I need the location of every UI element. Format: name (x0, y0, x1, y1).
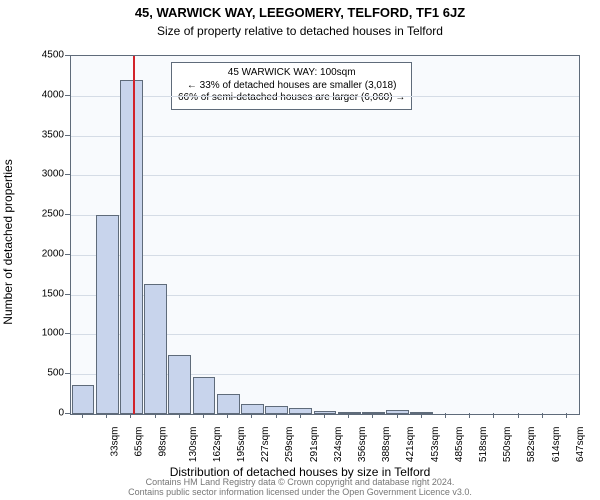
y-tick-mark (65, 333, 70, 334)
y-tick-mark (65, 135, 70, 136)
y-tick-label: 1000 (4, 328, 64, 339)
chart-subtitle: Size of property relative to detached ho… (0, 24, 600, 38)
plot-area: 45 WARWICK WAY: 100sqm ← 33% of detached… (70, 55, 580, 415)
x-tick-mark (469, 413, 470, 418)
histogram-bar (96, 215, 119, 414)
x-tick-label: 259sqm (285, 427, 296, 463)
x-tick-label: 485sqm (454, 427, 465, 463)
x-tick-label: 356sqm (357, 427, 368, 463)
chart-container: 45, WARWICK WAY, LEEGOMERY, TELFORD, TF1… (0, 0, 600, 500)
x-tick-label: 130sqm (188, 427, 199, 463)
x-tick-mark (251, 413, 252, 418)
x-tick-label: 65sqm (134, 427, 145, 457)
x-tick-label: 518sqm (478, 427, 489, 463)
histogram-bar (289, 408, 312, 414)
x-tick-label: 614sqm (551, 427, 562, 463)
x-tick-label: 550sqm (502, 427, 513, 463)
y-tick-label: 500 (4, 368, 64, 379)
gridline (71, 215, 579, 216)
x-tick-mark (227, 413, 228, 418)
x-tick-mark (106, 413, 107, 418)
infobox-line2: ← 33% of detached houses are smaller (3,… (178, 80, 405, 93)
x-tick-mark (82, 413, 83, 418)
y-tick-label: 0 (4, 408, 64, 419)
x-tick-label: 453sqm (430, 427, 441, 463)
y-tick-label: 4000 (4, 89, 64, 100)
x-tick-mark (276, 413, 277, 418)
y-tick-label: 2500 (4, 209, 64, 220)
x-tick-label: 162sqm (212, 427, 223, 463)
x-tick-mark (518, 413, 519, 418)
footer-credits: Contains HM Land Registry data © Crown c… (0, 478, 600, 498)
y-tick-label: 3000 (4, 169, 64, 180)
gridline (71, 175, 579, 176)
y-tick-label: 4500 (4, 50, 64, 61)
x-tick-label: 195sqm (236, 427, 247, 463)
x-tick-mark (566, 413, 567, 418)
footer-line2: Contains public sector information licen… (0, 488, 600, 498)
info-box: 45 WARWICK WAY: 100sqm ← 33% of detached… (171, 62, 412, 110)
y-tick-mark (65, 373, 70, 374)
x-tick-label: 291sqm (309, 427, 320, 463)
x-tick-mark (493, 413, 494, 418)
y-tick-mark (65, 294, 70, 295)
y-tick-mark (65, 174, 70, 175)
x-tick-mark (348, 413, 349, 418)
gridline (71, 136, 579, 137)
x-tick-label: 324sqm (333, 427, 344, 463)
y-tick-mark (65, 413, 70, 414)
x-tick-mark (372, 413, 373, 418)
x-tick-label: 388sqm (381, 427, 392, 463)
x-tick-mark (324, 413, 325, 418)
chart-title: 45, WARWICK WAY, LEEGOMERY, TELFORD, TF1… (0, 5, 600, 20)
x-tick-mark (155, 413, 156, 418)
x-tick-mark (445, 413, 446, 418)
y-tick-mark (65, 55, 70, 56)
y-tick-label: 2000 (4, 248, 64, 259)
histogram-bar (193, 377, 216, 414)
x-tick-label: 227sqm (260, 427, 271, 463)
x-tick-label: 421sqm (405, 427, 416, 463)
x-tick-mark (421, 413, 422, 418)
x-tick-label: 33sqm (110, 427, 121, 457)
x-tick-mark (542, 413, 543, 418)
x-tick-mark (300, 413, 301, 418)
histogram-bar (168, 355, 191, 414)
x-tick-mark (179, 413, 180, 418)
x-tick-mark (203, 413, 204, 418)
histogram-bar (72, 385, 95, 414)
histogram-bar (144, 284, 167, 414)
gridline (71, 255, 579, 256)
reference-line (133, 56, 135, 414)
y-tick-mark (65, 214, 70, 215)
y-tick-mark (65, 254, 70, 255)
x-tick-label: 582sqm (526, 427, 537, 463)
infobox-line1: 45 WARWICK WAY: 100sqm (178, 67, 405, 80)
infobox-line3: 66% of semi-detached houses are larger (… (178, 92, 405, 105)
x-tick-label: 98sqm (158, 427, 169, 457)
histogram-bar (217, 394, 240, 414)
y-tick-label: 1500 (4, 288, 64, 299)
histogram-bar (120, 80, 143, 414)
y-tick-mark (65, 95, 70, 96)
y-axis-label: Number of detached properties (1, 159, 15, 324)
histogram-bar (410, 412, 433, 414)
x-tick-mark (130, 413, 131, 418)
x-tick-mark (397, 413, 398, 418)
x-tick-label: 647sqm (575, 427, 586, 463)
gridline (71, 96, 579, 97)
y-tick-label: 3500 (4, 129, 64, 140)
